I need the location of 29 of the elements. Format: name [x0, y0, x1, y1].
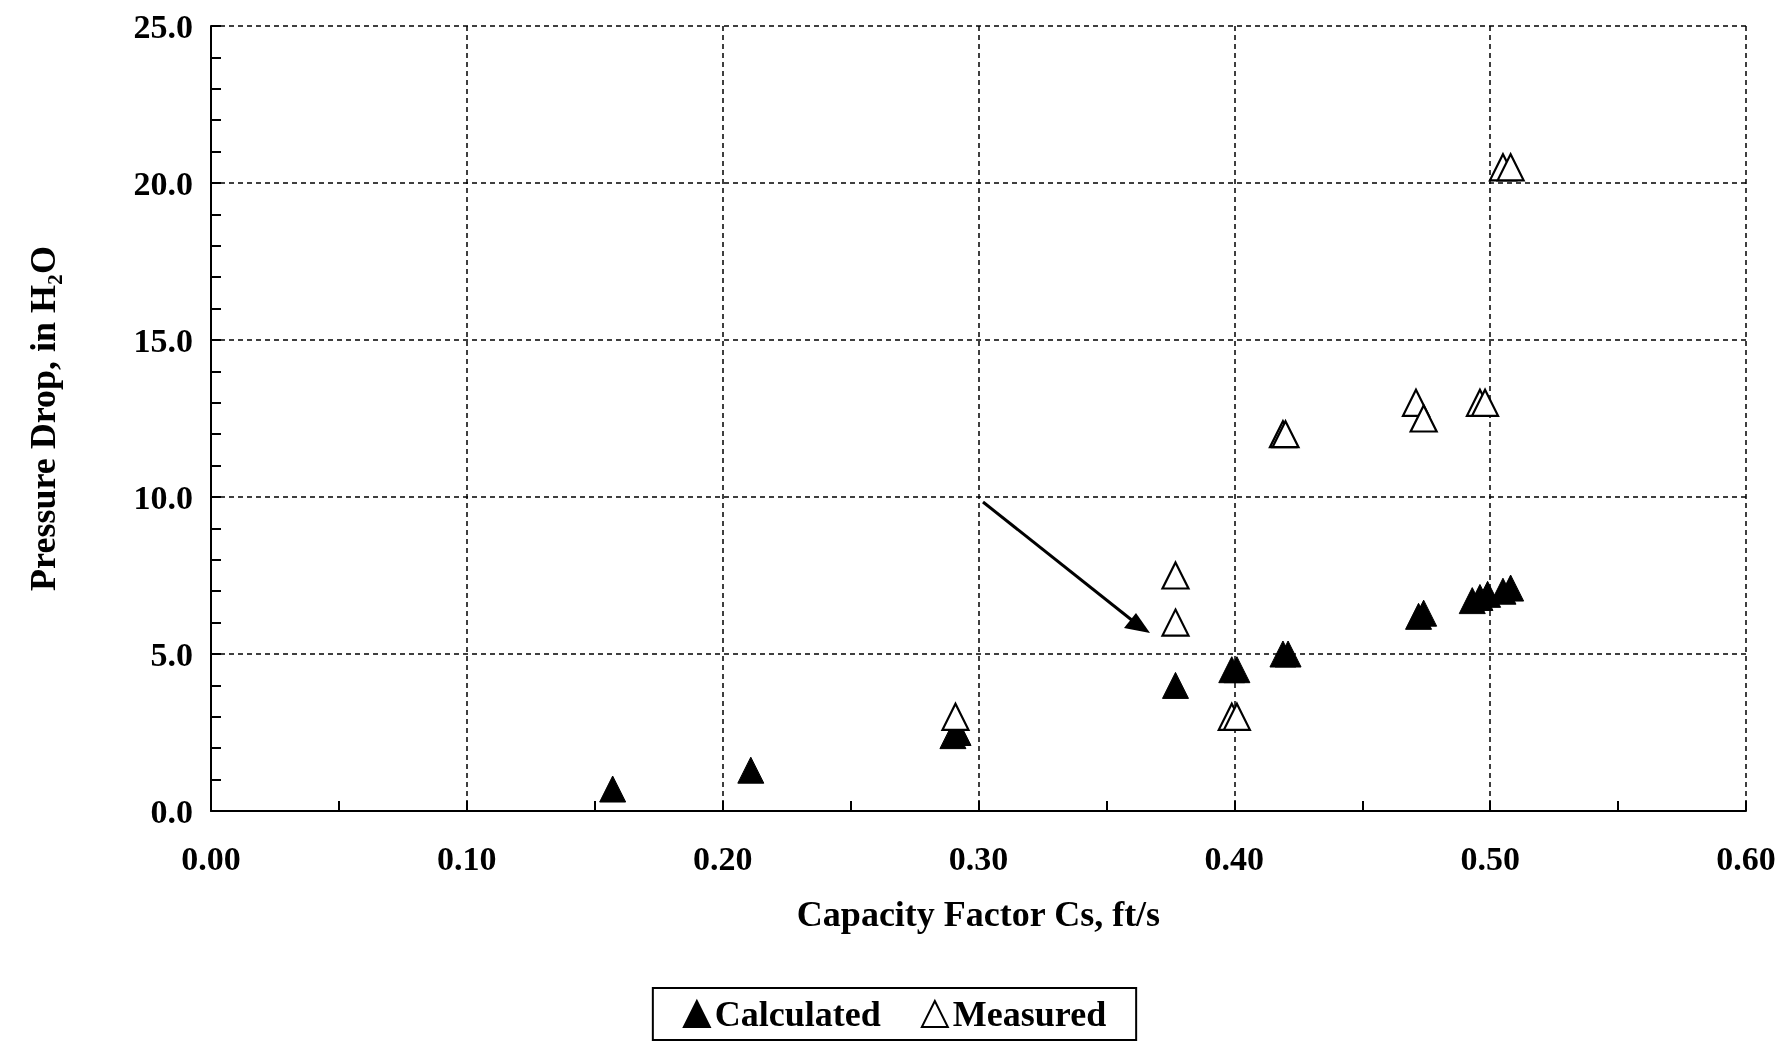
point [941, 702, 970, 731]
x-tick-label: 0.20 [692, 839, 753, 877]
y-axis-title: Pressure Drop, in H₂O [23, 246, 63, 591]
point [1496, 153, 1525, 182]
legend-label: Calculated [714, 994, 881, 1034]
point [1223, 656, 1251, 684]
point [599, 775, 627, 803]
point [1161, 608, 1190, 637]
y-tick-label: 10.0 [133, 478, 193, 516]
y-tick-label: 15.0 [133, 321, 193, 359]
x-tick-label: 0.30 [948, 839, 1009, 877]
y-tick-label: 5.0 [150, 635, 193, 673]
point [737, 756, 765, 784]
x-tick-label: 0.00 [181, 839, 241, 877]
legend-label: Measured [952, 994, 1107, 1034]
point [1222, 702, 1251, 731]
point [1470, 388, 1500, 417]
y-tick-label: 0.0 [150, 792, 193, 830]
y-tick-label: 25.0 [133, 7, 193, 45]
y-tick-label: 20.0 [133, 164, 193, 202]
x-tick-label: 0.60 [1716, 839, 1776, 877]
x-tick-label: 0.50 [1460, 839, 1520, 877]
x-tick-label: 0.10 [437, 839, 497, 877]
point [1274, 640, 1302, 668]
x-axis-title: Capacity Factor Cs, ft/s [796, 894, 1161, 934]
point [1161, 671, 1189, 699]
point [1161, 561, 1190, 590]
point [1409, 404, 1438, 433]
x-tick-label: 0.40 [1204, 839, 1265, 877]
